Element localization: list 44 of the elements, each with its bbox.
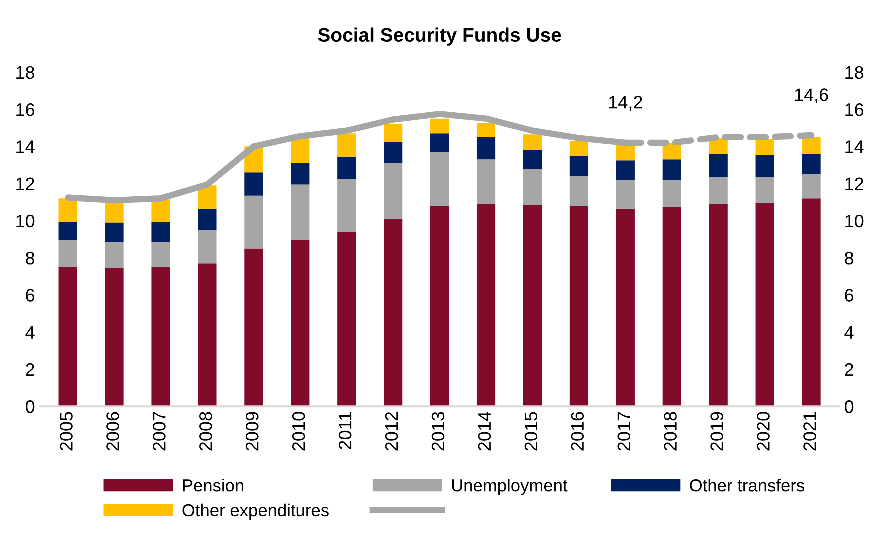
x-tick-label: 2005: [60, 412, 73, 451]
y2-tick-label: 16: [846, 103, 864, 116]
x-tick-label: 2014: [478, 412, 492, 451]
x-tick-label: 2019: [710, 412, 724, 451]
y2-tick-label: 10: [846, 214, 864, 228]
y-tick-label: 6: [26, 289, 35, 302]
y-tick-label: 4: [26, 326, 35, 339]
legend-label: Pension: [183, 479, 244, 492]
y2-tick-label: 6: [845, 289, 854, 302]
x-tick-label: 2018: [664, 412, 677, 451]
y-tick-label: 0: [26, 400, 35, 414]
annotation: 14,6: [795, 88, 828, 104]
y2-tick-label: 8: [845, 252, 854, 265]
y-tick-label: 14: [16, 140, 35, 154]
y2-tick-label: 18: [846, 66, 864, 80]
y-tick-label: 8: [26, 252, 35, 265]
legend-label: Unemployment: [452, 479, 568, 496]
y-tick-label: 10: [16, 214, 35, 228]
legend-label: Other expenditures: [182, 504, 329, 520]
legend-label: Other transfers: [690, 479, 804, 492]
x-tick-label: 2017: [618, 412, 631, 451]
y2-tick-label: 2: [845, 363, 854, 376]
x-tick-label: 2008: [200, 412, 212, 451]
y2-tick-label: 12: [846, 178, 864, 190]
x-tick-label: 2021: [804, 412, 816, 451]
x-tick-label: 2010: [292, 412, 306, 451]
y-tick-label: 18: [16, 66, 35, 80]
y-tick-label: 2: [26, 363, 34, 376]
x-tick-label: 2011: [338, 412, 352, 450]
x-tick-label: 2020: [757, 412, 770, 451]
y-tick-label: 16: [16, 103, 35, 116]
y2-tick-label: 4: [844, 326, 854, 339]
x-tick-label: 2009: [246, 412, 259, 451]
x-tick-label: 2007: [153, 412, 166, 451]
x-tick-label: 2012: [385, 412, 398, 451]
y-tick-label: 12: [16, 178, 34, 190]
annotation: 14,2: [609, 96, 642, 111]
y2-tick-label: 14: [846, 140, 864, 154]
chart-title: Social Security Funds Use: [318, 28, 562, 46]
y2-tick-label: 0: [844, 400, 854, 414]
x-tick-label: 2016: [571, 412, 584, 451]
x-tick-label: 2015: [524, 412, 538, 451]
x-tick-label: 2013: [432, 412, 445, 451]
x-tick-label: 2006: [106, 412, 120, 451]
